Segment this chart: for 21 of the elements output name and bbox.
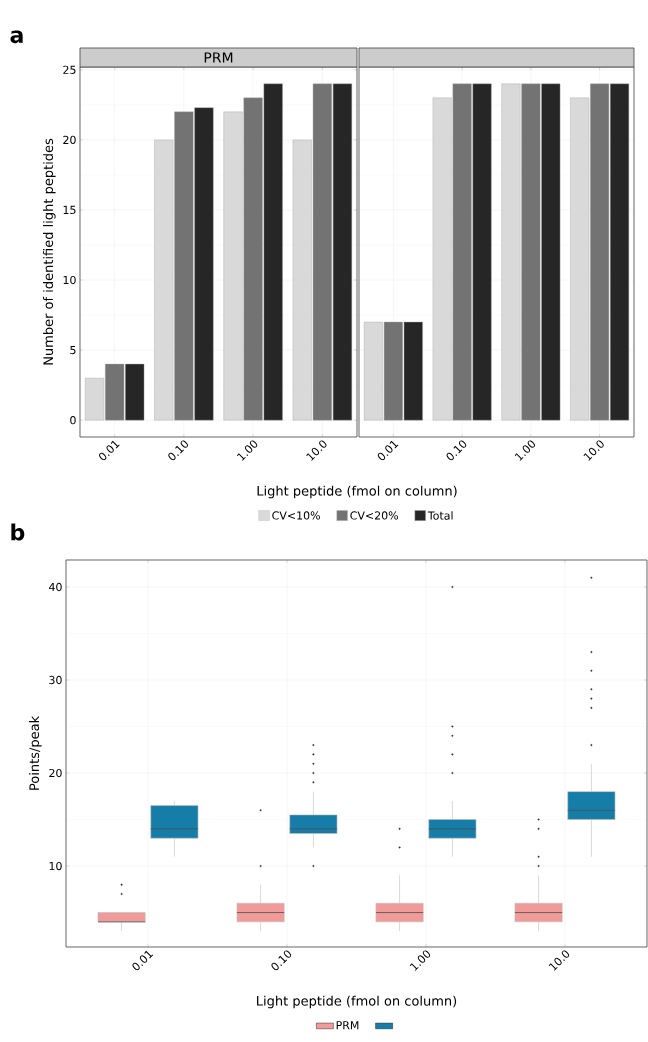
chart-title: PRM [204, 52, 233, 63]
text: b [11, 523, 25, 541]
y-tick-label: 0 [70, 416, 76, 425]
text: a [10, 30, 23, 44]
y-tick-label: 10 [49, 861, 62, 871]
y-axis-title: Number of identified light peptides [43, 138, 56, 365]
x-axis-title: Light peptide (fmol on column) [257, 995, 457, 1009]
y-axis-title: Points/peak [29, 715, 42, 790]
legend-label: PRM [336, 1021, 359, 1030]
legend-label: CV<20% [350, 511, 398, 520]
y-tick-label: 20 [63, 135, 76, 145]
y-tick-label: 25 [63, 65, 76, 74]
y-tick-label: 40 [49, 582, 62, 592]
y-tick-label: 5 [70, 346, 76, 355]
y-tick-label: 10 [63, 275, 76, 285]
y-tick-label: 20 [49, 768, 62, 778]
y-tick-label: 15 [63, 205, 76, 215]
legend-label: CV<10% [272, 511, 320, 520]
x-axis-title: Light peptide (fmol on column) [257, 485, 457, 499]
y-tick-label: 30 [49, 675, 62, 685]
legend-label: Total [427, 511, 453, 520]
